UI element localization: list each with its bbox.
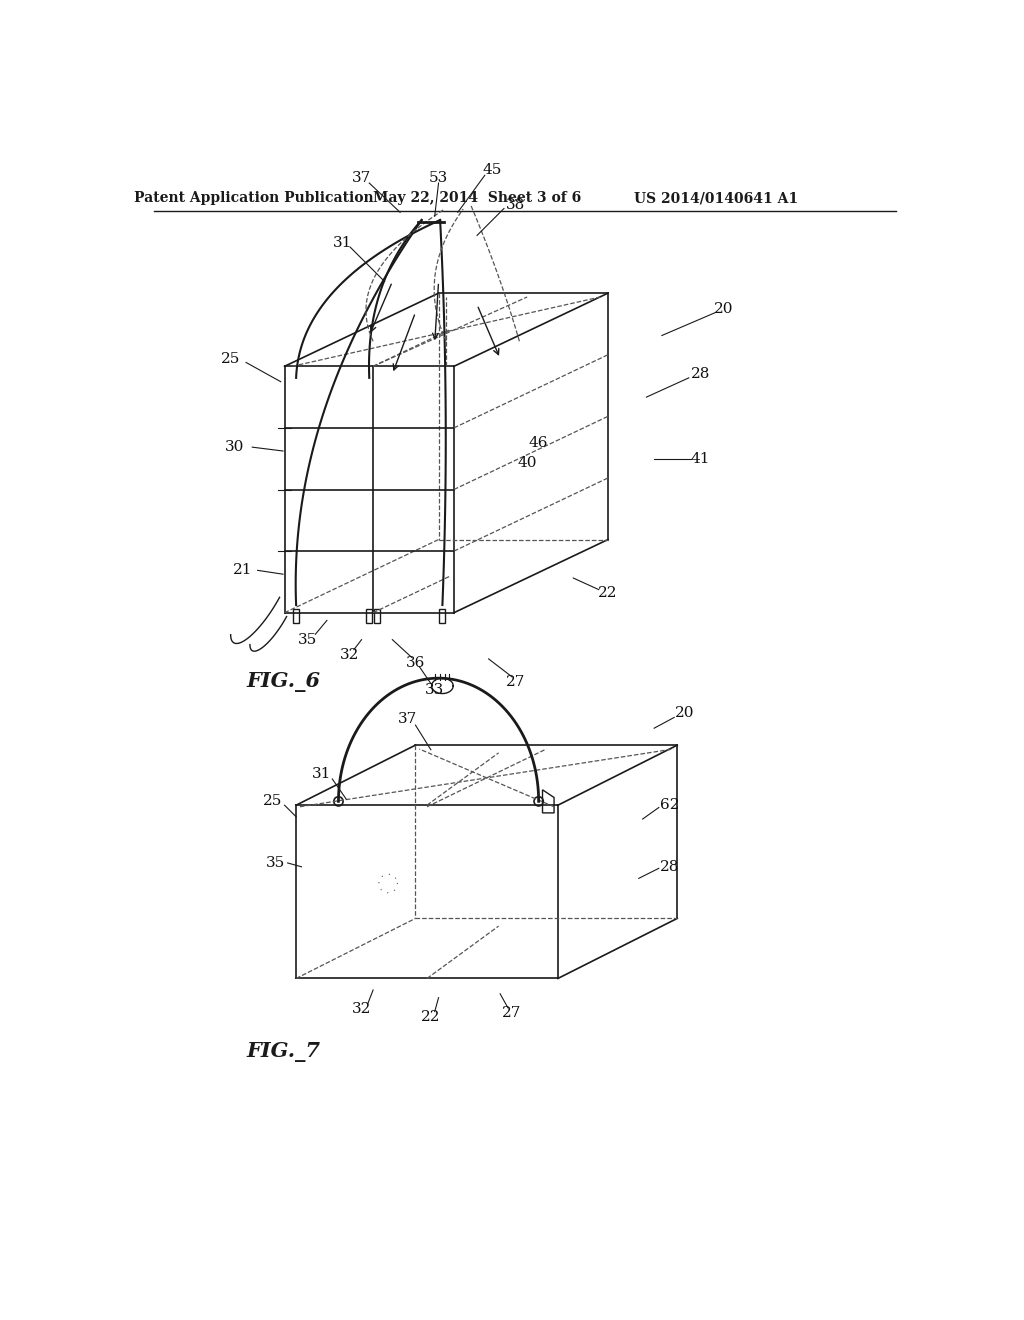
Text: 33: 33 [425, 682, 444, 697]
Text: 41: 41 [690, 451, 710, 466]
Text: FIG._7: FIG._7 [246, 1041, 321, 1061]
Text: 62: 62 [659, 799, 679, 812]
Text: 31: 31 [312, 767, 331, 781]
Text: 27: 27 [502, 1006, 521, 1020]
Text: 20: 20 [714, 301, 733, 315]
Text: 21: 21 [232, 564, 252, 577]
Text: 25: 25 [221, 351, 241, 366]
Text: 35: 35 [298, 632, 317, 647]
Text: 31: 31 [333, 236, 352, 249]
Bar [293, 609, 299, 623]
Text: 22: 22 [598, 586, 617, 601]
Text: 28: 28 [690, 367, 710, 381]
Text: May 22, 2014  Sheet 3 of 6: May 22, 2014 Sheet 3 of 6 [373, 191, 582, 206]
Text: 36: 36 [406, 656, 425, 669]
Text: 37: 37 [398, 711, 418, 726]
Text: 37: 37 [352, 170, 371, 185]
Text: Patent Application Publication: Patent Application Publication [134, 191, 374, 206]
Text: US 2014/0140641 A1: US 2014/0140641 A1 [634, 191, 798, 206]
Text: 45: 45 [482, 162, 502, 177]
Bar [374, 609, 380, 623]
Text: 28: 28 [659, 859, 679, 874]
Text: 46: 46 [529, 437, 549, 450]
Text: 22: 22 [421, 1010, 440, 1024]
Text: 32: 32 [340, 648, 359, 663]
Text: FIG._6: FIG._6 [246, 672, 321, 692]
Text: 30: 30 [225, 440, 244, 454]
Text: 35: 35 [265, 855, 285, 870]
Text: 32: 32 [352, 1002, 372, 1016]
Bar [367, 609, 373, 623]
Text: 20: 20 [675, 706, 694, 719]
Text: 25: 25 [263, 795, 283, 808]
Text: 38: 38 [506, 198, 525, 211]
Bar [439, 609, 445, 623]
Text: 53: 53 [429, 170, 449, 185]
Text: 27: 27 [506, 675, 525, 689]
Text: 40: 40 [517, 455, 537, 470]
